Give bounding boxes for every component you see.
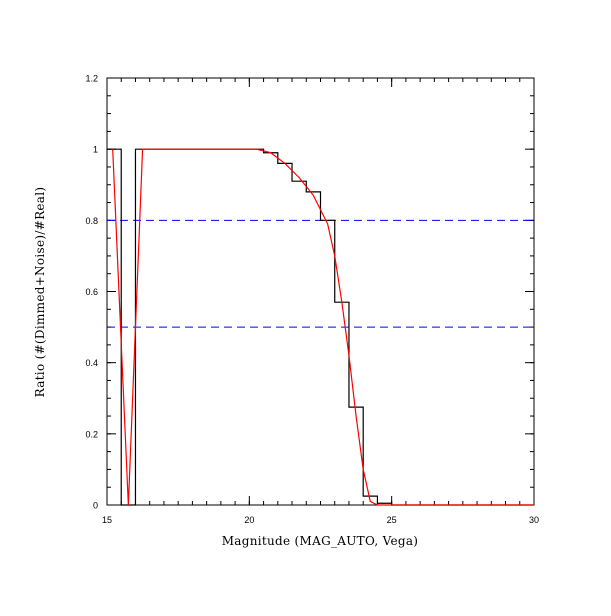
y-tick-label: 0.6 [85,287,98,297]
y-tick-label: 0 [93,501,98,511]
y-tick-label: 0.2 [85,429,98,439]
y-axis-title: Ratio (#(Dimmed+Noise)/#Real) [33,187,47,398]
x-tick-label: 30 [529,515,539,525]
reference-lines [107,219,534,328]
x-tick-label: 15 [102,515,112,525]
y-tick-label: 0.4 [85,358,98,368]
series-layer [107,148,534,506]
y-tick-label: 1.2 [85,74,98,84]
axis-ticks [106,77,535,506]
plot-frame [106,77,535,506]
x-tick-labels: 15 20 25 30 [102,515,539,525]
x-axis-title: Magnitude (MAG_AUTO, Vega) [222,534,419,548]
y-tick-labels: 0 0.2 0.4 0.6 0.8 1 1.2 [85,74,98,511]
y-tick-label: 1 [93,145,98,155]
x-tick-label: 25 [387,515,397,525]
y-tick-label: 0.8 [85,216,98,226]
fit-curve-line [112,148,534,506]
x-tick-label: 20 [244,515,254,525]
